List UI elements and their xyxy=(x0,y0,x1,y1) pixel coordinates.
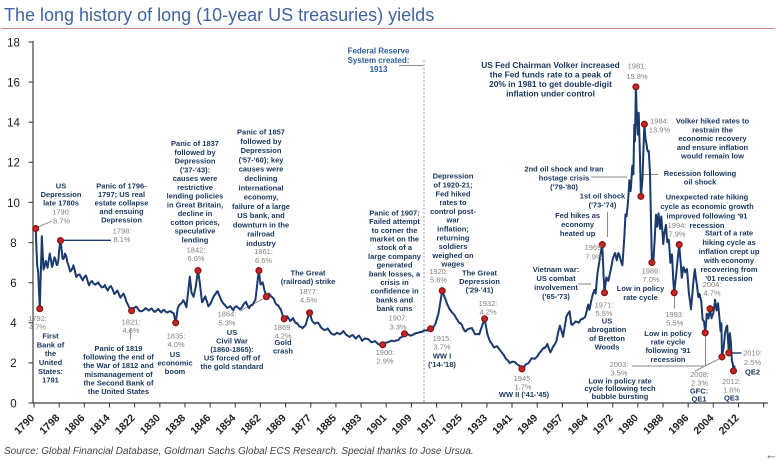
svg-text:1994:7.9%: 1994: 7.9% xyxy=(668,221,687,239)
svg-text:1790:8.7%: 1790: 8.7% xyxy=(52,208,71,226)
svg-text:1981:15.8%: 1981: 15.8% xyxy=(626,62,648,82)
svg-text:WW I('14-'18): WW I ('14-'18) xyxy=(428,352,456,370)
svg-text:QE2: QE2 xyxy=(745,367,760,376)
svg-text:2003:3.5%: 2003: 3.5% xyxy=(610,360,629,378)
svg-text:4: 4 xyxy=(10,318,17,330)
svg-text:1821:4.6%: 1821: 4.6% xyxy=(122,318,141,336)
svg-text:12: 12 xyxy=(7,158,20,170)
svg-text:2008:2.3%: 2008: 2.3% xyxy=(690,370,709,387)
svg-text:Source: Global Financial Datab: Source: Global Financial Database, Goldm… xyxy=(4,446,474,457)
svg-text:QE3: QE3 xyxy=(724,394,739,403)
svg-text:WW II ('41-'45): WW II ('41-'45) xyxy=(499,390,550,399)
svg-text:1st oil shock('73-'74): 1st oil shock ('73-'74) xyxy=(580,192,626,210)
svg-text:GFC:QE1: GFC: QE1 xyxy=(690,386,708,403)
svg-text:1920:5.6%: 1920: 5.6% xyxy=(429,267,448,285)
svg-text:1993:5.5%: 1993: 5.5% xyxy=(665,310,684,328)
svg-text:1869:4.2%: 1869: 4.2% xyxy=(274,323,293,341)
svg-text:1835:4.0%: 1835: 4.0% xyxy=(167,331,186,349)
svg-text:1842:6.6%: 1842: 6.6% xyxy=(187,245,206,263)
svg-text:6: 6 xyxy=(10,278,16,290)
svg-text:8: 8 xyxy=(10,238,16,250)
svg-text:The Great(railroad) strike: The Great (railroad) strike xyxy=(281,269,336,287)
svg-text:1945:1.7%: 1945: 1.7% xyxy=(514,374,533,392)
svg-text:1792:4.7%: 1792: 4.7% xyxy=(28,314,47,332)
svg-text:18: 18 xyxy=(7,37,20,49)
svg-text:1984:13.9%: 1984: 13.9% xyxy=(649,117,671,135)
svg-text:1932:4.2%: 1932: 4.2% xyxy=(479,299,498,317)
svg-text:14: 14 xyxy=(7,118,20,130)
svg-text:The long history of long (10-y: The long history of long (10-year US tre… xyxy=(4,5,434,25)
svg-text:1969:7.9%: 1969: 7.9% xyxy=(585,243,604,261)
svg-text:1900:2.9%: 1900: 2.9% xyxy=(376,348,395,366)
svg-text:←: ← xyxy=(765,447,776,461)
svg-text:2: 2 xyxy=(10,358,16,370)
svg-text:2004:4.7%: 2004: 4.7% xyxy=(703,280,722,298)
svg-text:1877:4.5%: 1877: 4.5% xyxy=(299,287,318,305)
svg-text:0: 0 xyxy=(10,398,16,410)
svg-text:US Fed Chairman Volker increas: US Fed Chairman Volker increased the Fed … xyxy=(481,60,620,98)
svg-text:1861:6.6%: 1861: 6.6% xyxy=(254,247,273,265)
svg-text:1864:5.3%: 1864: 5.3% xyxy=(218,310,237,328)
svg-text:10: 10 xyxy=(7,198,20,210)
svg-text:1798:8.1%: 1798: 8.1% xyxy=(113,227,132,245)
svg-text:1971:5.5%: 1971: 5.5% xyxy=(595,300,614,318)
svg-text:16: 16 xyxy=(7,77,20,89)
svg-text:1915:3.7%: 1915: 3.7% xyxy=(433,334,452,352)
svg-text:1907:3.3%: 1907: 3.3% xyxy=(389,314,408,332)
svg-text:2010:2.5%: 2010: 2.5% xyxy=(743,349,762,367)
svg-text:1986:7.0%: 1986: 7.0% xyxy=(642,267,661,285)
svg-text:2012:1.6%: 2012: 1.6% xyxy=(722,377,741,394)
